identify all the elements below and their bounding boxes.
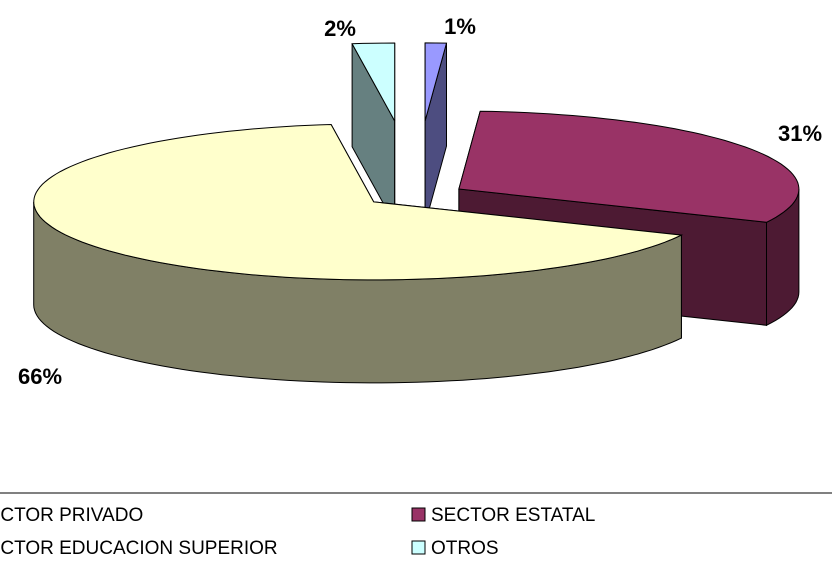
legend-label: OTROS xyxy=(431,538,499,559)
legend-marker xyxy=(411,540,426,555)
slice xyxy=(351,42,396,122)
data-label: 31% xyxy=(778,121,822,146)
legend-label: SECTOR ESTATAL xyxy=(431,505,595,526)
slice xyxy=(424,42,448,122)
legend-label: SECTOR PRIVADO xyxy=(0,505,143,526)
data-label: 1% xyxy=(444,14,476,39)
legend-label: SECTOR EDUCACION SUPERIOR xyxy=(0,538,278,559)
legend-marker xyxy=(411,507,426,522)
slice xyxy=(458,110,800,223)
slice xyxy=(33,123,684,281)
data-label: 66% xyxy=(18,364,62,389)
data-label: 2% xyxy=(324,16,356,41)
